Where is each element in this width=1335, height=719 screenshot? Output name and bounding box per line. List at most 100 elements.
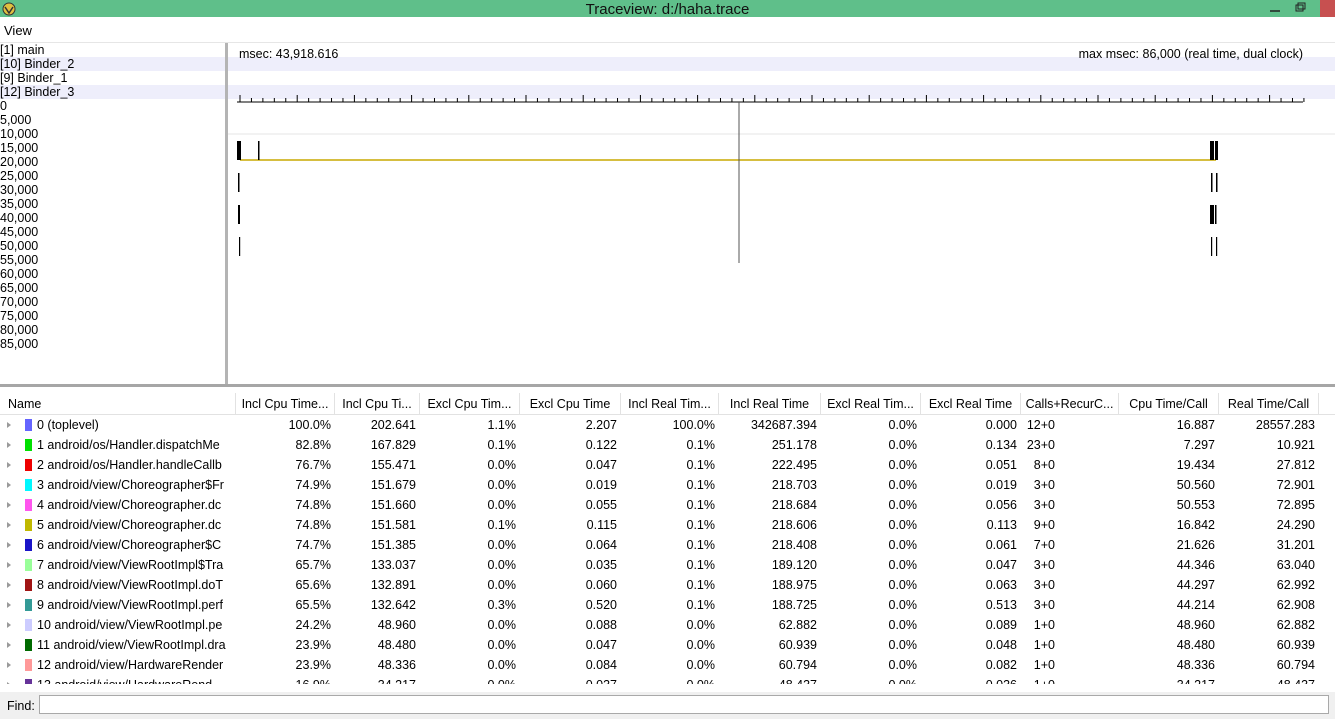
table-cell: 167.829: [370, 438, 416, 452]
table-cell: 0.0%: [888, 518, 918, 532]
table-cell: 16.887: [1176, 418, 1215, 432]
table-cell: 0.0%: [888, 558, 918, 572]
table-cell: 48.336: [1176, 658, 1215, 672]
menu-item[interactable]: View: [4, 23, 32, 38]
color-swatch: [25, 659, 32, 671]
table-cell: 48.480: [377, 638, 416, 652]
expander[interactable]: [7, 482, 11, 488]
table-cell: 7+0: [1033, 538, 1055, 552]
table-row[interactable]: 13 android/view/HardwareRend16.9%34.2170…: [0, 675, 1335, 684]
column-header[interactable]: Excl Real Time: [921, 393, 1021, 415]
expander[interactable]: [7, 622, 11, 628]
expander[interactable]: [7, 682, 11, 684]
table-cell: 21.626: [1176, 538, 1215, 552]
column-header[interactable]: Calls+RecurC...: [1021, 393, 1119, 415]
color-swatch: [25, 439, 32, 451]
table-cell: 0.047: [585, 458, 617, 472]
column-header[interactable]: Incl Real Time: [719, 393, 821, 415]
table-cell: 74.8%: [295, 518, 331, 532]
color-swatch: [25, 639, 32, 651]
table-cell: 0.0%: [487, 538, 517, 552]
table-row[interactable]: 12 android/view/HardwareRender 23.9% 48.33…: [0, 655, 1335, 675]
tick-label: 5,000: [0, 113, 32, 127]
table-cell: 0.064: [585, 538, 617, 552]
table-cell: 0.089: [985, 618, 1017, 632]
find-input[interactable]: [39, 695, 1329, 714]
expander[interactable]: [7, 502, 11, 508]
method-name: 12 android/view/HardwareRender: [37, 658, 224, 672]
table-row[interactable]: 3 android/view/Choreographer$Fr 74.9% 151.…: [0, 475, 1335, 495]
table-cell: 0.0%: [888, 638, 918, 652]
table-cell: 0.0%: [487, 498, 517, 512]
thread-row: [10] Binder_2: [0, 57, 1335, 71]
tick-label: 60,000: [0, 267, 39, 281]
table-row[interactable]: 5 android/view/Choreographer.dc 74.8% 151.…: [0, 515, 1335, 535]
expander[interactable]: [7, 642, 11, 648]
table-cell: 74.8%: [295, 498, 331, 512]
expander[interactable]: [7, 522, 11, 528]
table-cell: 0.055: [585, 498, 617, 512]
expander[interactable]: [7, 662, 11, 668]
table-cell: 50.560: [1176, 478, 1215, 492]
window-controls[interactable]: [1262, 0, 1335, 17]
table-cell: 0.0%: [487, 458, 517, 472]
column-header[interactable]: Excl Real Tim...: [821, 393, 921, 415]
table-cell: 0.0%: [888, 598, 918, 612]
table-row[interactable]: 8 android/view/ViewRootImpl.doT 65.6% 132.…: [0, 575, 1335, 595]
column-header[interactable]: Incl Cpu Ti...: [335, 393, 420, 415]
column-header[interactable]: Cpu Time/Call: [1119, 393, 1219, 415]
column-header[interactable]: Excl Cpu Tim...: [420, 393, 520, 415]
table-cell: 0.0%: [621, 675, 719, 684]
splitter[interactable]: [0, 384, 1335, 387]
splitter[interactable]: [225, 43, 228, 384]
table-cell: 48.480: [1176, 638, 1215, 652]
column-header[interactable]: Real Time/Call: [1219, 393, 1319, 415]
table-cell: 0.036: [921, 675, 1021, 684]
tick-label: 40,000: [0, 211, 39, 225]
table-cell: 218.684: [771, 498, 817, 512]
table-cell: 34.217: [335, 675, 420, 684]
table-cell: 0.0%: [487, 478, 517, 492]
table-cell: 0.1%: [686, 478, 716, 492]
table-cell: 0.060: [585, 578, 617, 592]
table-cell: 74.7%: [295, 538, 331, 552]
expander[interactable]: [7, 422, 11, 428]
table-cell: 0.0%: [888, 538, 918, 552]
expander[interactable]: [7, 582, 11, 588]
table-cell: 60.939: [1276, 638, 1315, 652]
table-cell: 16.842: [1176, 518, 1215, 532]
table-cell: 155.471: [370, 458, 416, 472]
column-header[interactable]: Excl Cpu Time: [520, 393, 621, 415]
column-header[interactable]: Incl Real Tim...: [621, 393, 719, 415]
menu-bar: View: [0, 20, 1335, 43]
table-cell: 218.606: [771, 518, 817, 532]
table-row[interactable]: 10 android/view/ViewRootImpl.pe 24.2% 48.9…: [0, 615, 1335, 635]
column-header[interactable]: Name: [0, 393, 236, 415]
table-row[interactable]: 7 android/view/ViewRootImpl$Tra 65.7% 133.…: [0, 555, 1335, 575]
thread-activity: [1210, 205, 1214, 224]
table-cell: 3+0: [1033, 558, 1055, 572]
table-cell: 222.495: [771, 458, 817, 472]
expander[interactable]: [7, 602, 11, 608]
tick-label: 80,000: [0, 323, 39, 337]
table-cell: 72.895: [1276, 498, 1315, 512]
table-cell: 0.1%: [487, 438, 517, 452]
thread-activity: [258, 141, 260, 160]
table-cell: 48.336: [377, 658, 416, 672]
table-row[interactable]: 4 android/view/Choreographer.dc 74.8% 151.…: [0, 495, 1335, 515]
table-cell: 62.908: [1276, 598, 1315, 612]
column-header[interactable]: Incl Cpu Time...: [236, 393, 335, 415]
expander[interactable]: [7, 562, 11, 568]
table-row[interactable]: 2 android/os/Handler.handleCallb 76.7% 155…: [0, 455, 1335, 475]
table-cell: 0.063: [985, 578, 1017, 592]
table-row[interactable]: 6 android/view/Choreographer$C 74.7% 151.3…: [0, 535, 1335, 555]
table-cell: 188.975: [771, 578, 817, 592]
expander[interactable]: [7, 542, 11, 548]
table-row[interactable]: 1 android/os/Handler.dispatchMe 82.8% 167.…: [0, 435, 1335, 455]
table-row[interactable]: 11 android/view/ViewRootImpl.dra 23.9% 48.…: [0, 635, 1335, 655]
expander[interactable]: [7, 462, 11, 468]
table-cell: 132.642: [370, 598, 416, 612]
table-row[interactable]: 9 android/view/ViewRootImpl.perf 65.5% 132…: [0, 595, 1335, 615]
expander[interactable]: [7, 442, 11, 448]
table-row[interactable]: 0 (toplevel) 100.0% 202.641 1.1% 2.207 100.0%…: [0, 415, 1335, 435]
